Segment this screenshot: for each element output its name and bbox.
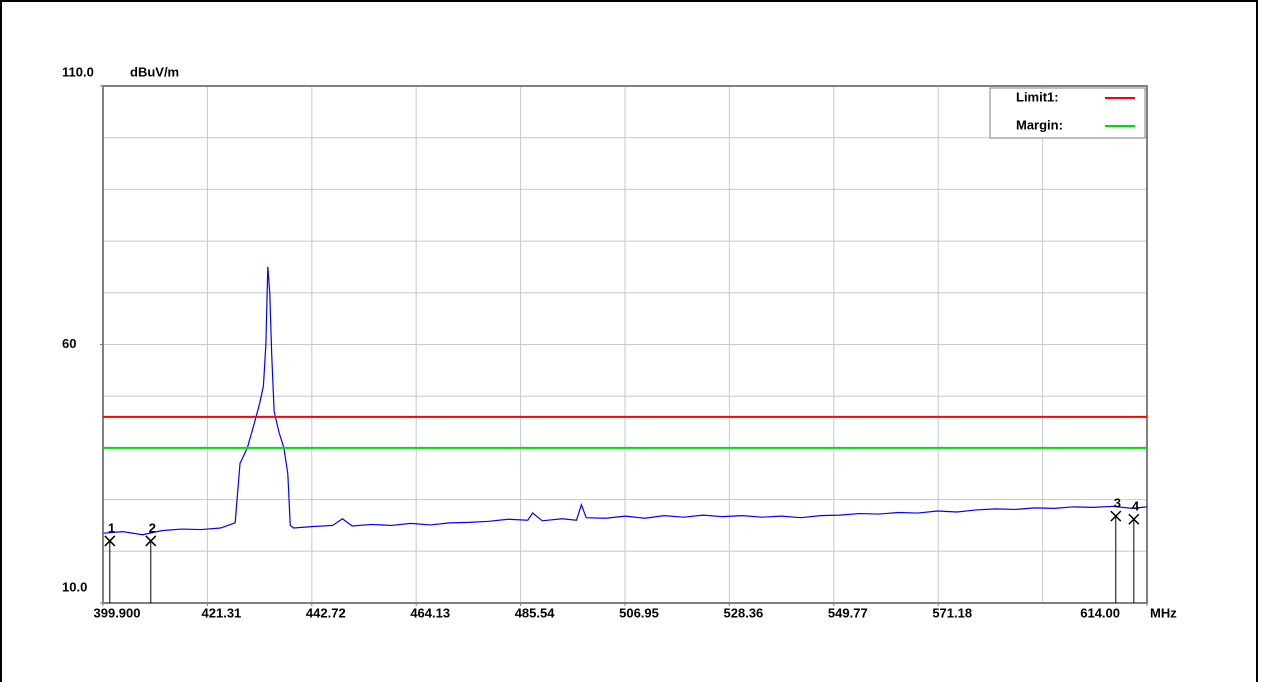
x-tick-label: 506.95 (619, 605, 659, 620)
x-unit: MHz (1150, 605, 1177, 620)
legend-label: Margin: (1016, 117, 1063, 132)
x-tick-label: 485.54 (515, 605, 556, 620)
x-tick-label: 399.900 (94, 605, 141, 620)
x-tick-label: 442.72 (306, 605, 346, 620)
y-tick-label: 60 (62, 336, 76, 351)
marker (145, 535, 157, 547)
x-tick-label: 421.31 (202, 605, 242, 620)
y-tick-label: 110.0 (62, 64, 94, 79)
trace (103, 266, 1148, 536)
x-tick-label: 614.00 (1080, 605, 1120, 620)
marker-label: 1 (108, 520, 115, 535)
marker (1128, 513, 1140, 525)
marker-label: 3 (1114, 496, 1121, 511)
x-tick-label: 549.77 (828, 605, 868, 620)
x-tick-label: 464.13 (410, 605, 450, 620)
legend-box (989, 87, 1146, 139)
marker-label: 2 (149, 520, 156, 535)
x-tick-label: 528.36 (724, 605, 764, 620)
marker-label: 4 (1132, 499, 1140, 514)
y-tick-label: 10.0 (62, 579, 87, 594)
marker (1110, 510, 1122, 522)
y-unit: dBuV/m (130, 64, 179, 79)
x-tick-label: 571.18 (932, 605, 972, 620)
marker (104, 535, 116, 547)
legend-label: Limit1: (1016, 89, 1059, 104)
